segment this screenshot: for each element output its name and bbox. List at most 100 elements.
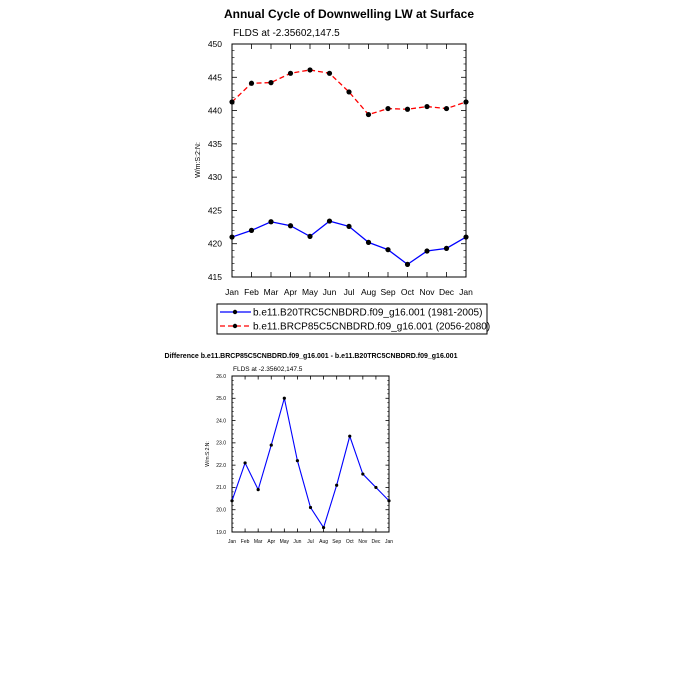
series-2-point [424, 103, 430, 110]
chart-1-axes: Jan Feb Mar Apr May Jun Jul Aug Sep Oct Nov Dec Jan4… [208, 39, 473, 297]
x-tick-label: May [302, 287, 319, 297]
series-1-point [404, 261, 411, 267]
series-2-point [326, 70, 333, 76]
series-1-point [321, 525, 326, 530]
series-1-point [287, 223, 294, 229]
series-1-point [295, 459, 300, 463]
chart-2-series [230, 396, 391, 530]
y-tick-label: 440 [208, 106, 222, 116]
chart-1-title: Annual Cycle of Downwelling LW at Surfac… [224, 7, 474, 21]
y-tick-label: 25.0 [216, 396, 226, 402]
chart-1: Annual Cycle of Downwelling LW at Surfac… [195, 7, 490, 335]
y-tick-label: 430 [208, 172, 222, 182]
chart-2-axes: Jan Feb Mar Apr May Jun Jul Aug Sep Oct Nov Dec Jan1… [216, 374, 393, 545]
y-tick-label: 415 [208, 272, 222, 282]
chart-2-ylabel: W/m:S:2:N: [205, 441, 211, 467]
x-tick-label: Mar [254, 539, 263, 545]
series-1-point [307, 233, 313, 239]
x-tick-label: Nov [358, 539, 367, 545]
series-1-point [335, 483, 339, 487]
series-1-point [243, 461, 247, 465]
series-1-point [463, 234, 469, 240]
x-tick-label: Aug [361, 287, 376, 297]
series-1-point [346, 223, 352, 230]
x-tick-label: Jul [344, 287, 355, 297]
legend-1-label: b.e11.B20TRC5CNBDRD.f09_g16.001 (1981-20… [253, 308, 482, 319]
chart-2-subtitle: FLDS at -2.35602,147.5 [233, 366, 303, 373]
series-2-point [229, 99, 235, 105]
chart-1-ylabel: W/m:S:2:N: [195, 142, 202, 178]
series-1-point [348, 434, 352, 438]
chart-1-plot-frame [231, 43, 467, 278]
y-tick-label: 445 [208, 72, 222, 82]
y-tick-label: 23.0 [216, 441, 226, 447]
x-tick-label: Jan [228, 539, 236, 545]
x-tick-label: Feb [244, 287, 259, 297]
series-2-point [248, 80, 255, 86]
series-2-point [385, 105, 391, 112]
series-2-point [307, 67, 313, 73]
x-tick-label: Jul [307, 539, 313, 545]
series-2-point [443, 105, 450, 112]
chart-1-legend: b.e11.B20TRC5CNBDRD.f09_g16.001 (1981-20… [216, 303, 490, 335]
x-tick-label: Jan [385, 539, 393, 545]
series-1-point [248, 227, 255, 233]
series-1-point [229, 234, 235, 240]
y-tick-label: 20.0 [216, 507, 226, 513]
legend-1-swatch-marker [232, 309, 238, 315]
series-2-point [365, 111, 372, 118]
x-tick-label: Feb [241, 539, 250, 545]
x-tick-label: Oct [346, 539, 354, 545]
x-tick-label: Mar [264, 287, 279, 297]
series-1-point [424, 248, 430, 254]
chart-1-series [229, 67, 469, 267]
y-tick-label: 22.0 [216, 463, 226, 469]
chart-2-title: Difference b.e11.BRCP85C5CNBDRD.f09_g16.… [165, 353, 458, 360]
x-tick-label: Jun [293, 539, 301, 545]
x-tick-label: Jan [459, 287, 473, 297]
y-tick-label: 450 [208, 39, 222, 49]
x-tick-label: May [280, 539, 290, 545]
series-2-point [346, 89, 352, 95]
chart-2: Difference b.e11.BRCP85C5CNBDRD.f09_g16.… [165, 353, 458, 545]
legend-2-label: b.e11.BRCP85C5CNBDRD.f09_g16.001 (2056-2… [253, 322, 490, 333]
y-tick-label: 26.0 [216, 374, 226, 380]
x-tick-label: Dec [439, 287, 455, 297]
x-tick-label: Dec [371, 539, 380, 545]
x-tick-label: Sep [380, 287, 395, 297]
series-1-point [308, 505, 313, 510]
series-1-point [230, 499, 234, 503]
y-tick-label: 420 [208, 239, 222, 249]
x-tick-label: Nov [419, 287, 435, 297]
series-1-point [326, 218, 333, 224]
series-1-point [374, 485, 378, 490]
x-tick-label: Jan [225, 287, 239, 297]
series-1-point [269, 443, 273, 447]
x-tick-label: Aug [319, 539, 328, 545]
x-tick-label: Jun [323, 287, 337, 297]
x-tick-label: Sep [332, 539, 341, 545]
series-2-point [404, 106, 411, 112]
series-1-point [443, 245, 450, 251]
series-2-point [463, 99, 469, 105]
legend-2-swatch-marker [232, 323, 238, 329]
y-tick-label: 425 [208, 205, 222, 215]
y-tick-label: 435 [208, 139, 222, 149]
y-tick-label: 19.0 [216, 530, 226, 536]
y-tick-label: 24.0 [216, 418, 226, 424]
series-1-point [385, 247, 391, 253]
x-tick-label: Apr [284, 287, 297, 297]
chart-1-subtitle: FLDS at -2.35602,147.5 [233, 28, 340, 39]
series-1-point [268, 219, 274, 225]
series-2-point [287, 70, 294, 76]
x-tick-label: Oct [401, 287, 415, 297]
y-tick-label: 21.0 [216, 485, 226, 491]
series-1-point [365, 239, 372, 245]
series-1-point [387, 499, 391, 503]
series-1-point [256, 488, 260, 492]
series-2-point [268, 80, 274, 86]
chart-1-legend-box [216, 303, 488, 335]
x-tick-label: Apr [267, 539, 275, 545]
series-1-point [361, 472, 365, 476]
